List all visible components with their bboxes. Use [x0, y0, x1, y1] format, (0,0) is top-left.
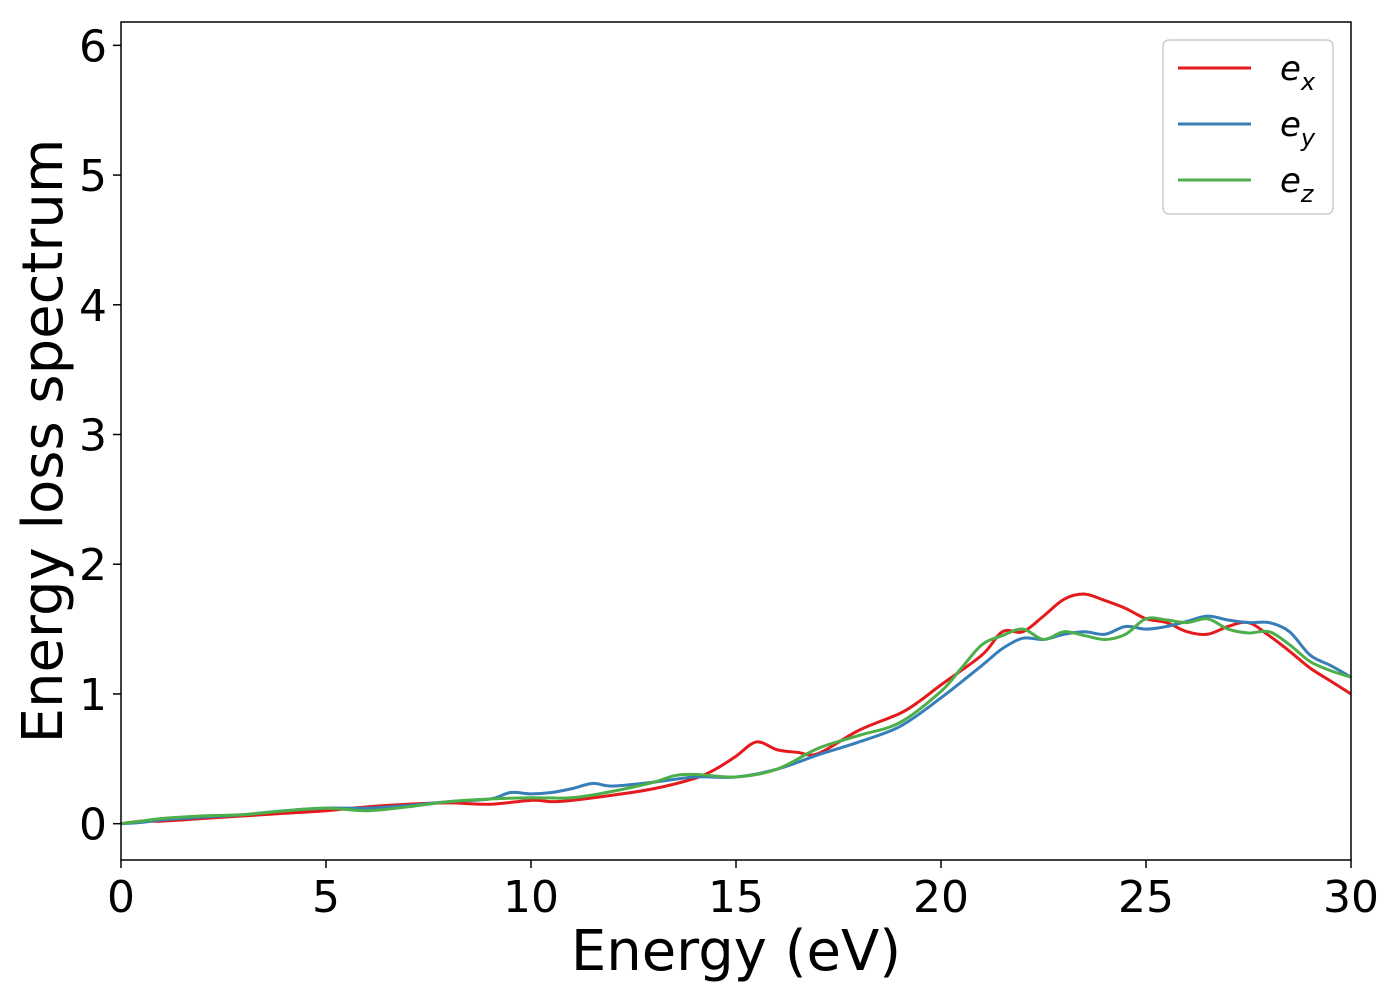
x-tick-label: 0	[107, 872, 135, 923]
x-tick-label: 30	[1323, 872, 1379, 923]
legend: ex ey ez	[1162, 39, 1334, 215]
x-tick-label: 25	[1118, 872, 1174, 923]
y-tick-label: 1	[79, 670, 107, 721]
y-tick-label: 2	[79, 540, 107, 591]
x-axis-label: Energy (eV)	[571, 919, 901, 984]
series-line-e-z	[120, 616, 1352, 826]
y-tick-label: 0	[79, 800, 107, 851]
series-line-e-y	[120, 614, 1352, 826]
y-tick-label: 4	[79, 281, 107, 332]
y-tick-label: 5	[79, 151, 107, 202]
y-axis-label: Energy loss spectrum	[11, 139, 76, 744]
x-tick-label: 10	[503, 872, 559, 923]
series-layer	[120, 592, 1352, 826]
plot-area	[121, 22, 1351, 860]
plot-frame	[120, 21, 1352, 861]
legend-box	[1162, 39, 1334, 215]
legend-label-e-y: ey	[1280, 105, 1316, 152]
tick-layer: 0 5 10 15 20 25 30 0 1 2 3 4 5 6	[79, 21, 1379, 923]
y-tick-label: 3	[79, 411, 107, 462]
x-tick-label: 5	[312, 872, 340, 923]
legend-label-e-z: ez	[1280, 161, 1315, 208]
x-tick-label: 20	[913, 872, 969, 923]
x-tick-label: 15	[708, 872, 764, 923]
y-tick-label: 6	[79, 21, 107, 72]
legend-label-e-x: ex	[1280, 49, 1316, 96]
